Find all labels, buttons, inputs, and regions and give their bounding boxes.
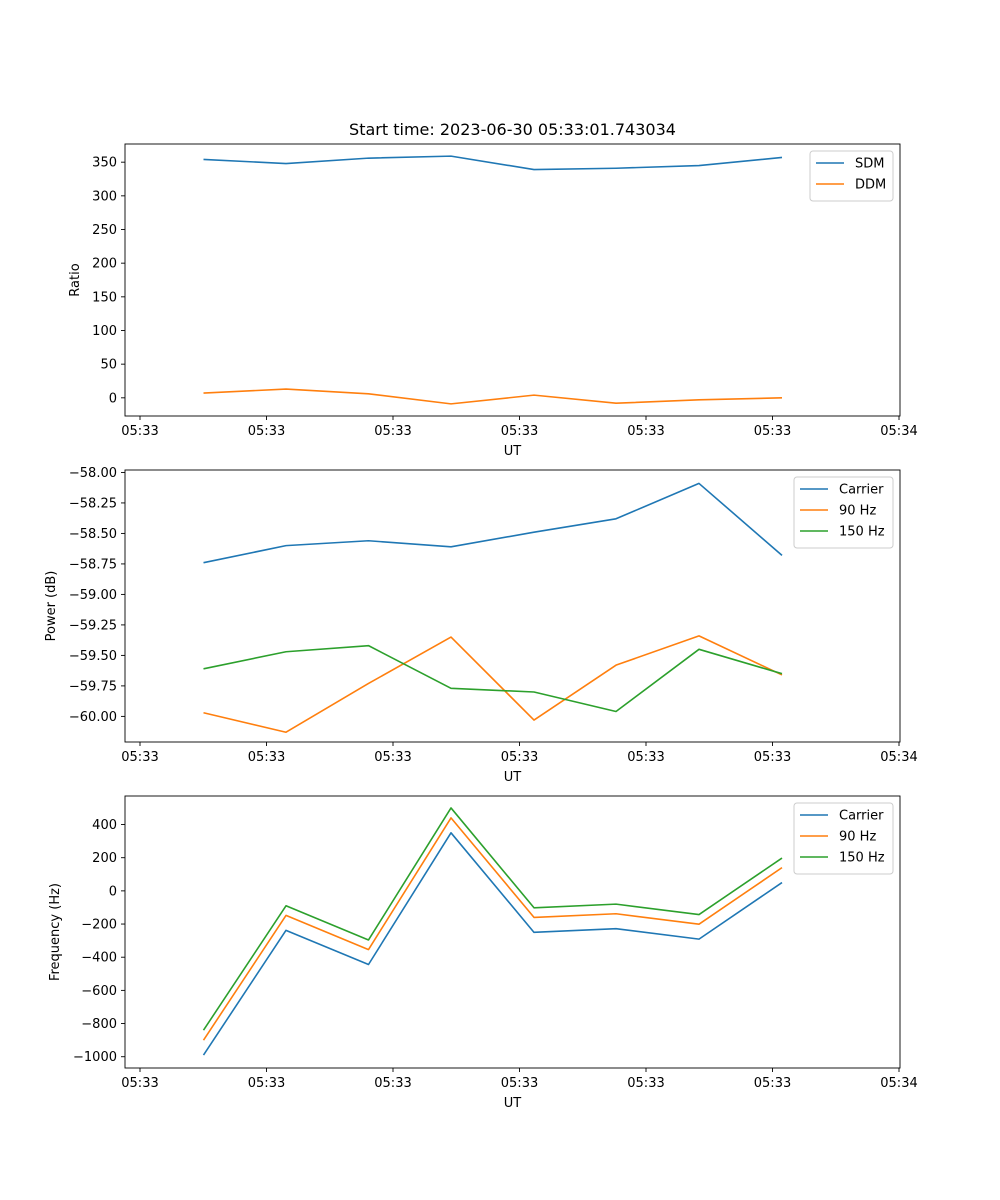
x-tick-label: 05:34 <box>880 1076 917 1091</box>
y-tick-label: 250 <box>92 223 117 238</box>
x-tick-label: 05:34 <box>880 424 917 439</box>
y-axis-label: Power (dB) <box>44 571 59 642</box>
y-tick-label: 0 <box>109 884 117 899</box>
legend-label: Carrier <box>839 809 884 824</box>
y-tick-label: −400 <box>81 951 117 966</box>
chart-title: Start time: 2023-06-30 05:33:01.743034 <box>349 120 676 139</box>
x-tick-label: 05:33 <box>121 424 158 439</box>
y-tick-label: 50 <box>100 358 117 373</box>
x-tick-label: 05:33 <box>248 1076 285 1091</box>
x-tick-label: 05:33 <box>121 1076 158 1091</box>
y-tick-label: −58.00 <box>69 466 117 481</box>
legend-label: Carrier <box>839 483 884 498</box>
x-tick-label: 05:33 <box>501 424 538 439</box>
legend-label: DDM <box>855 178 886 193</box>
y-tick-label: 150 <box>92 290 117 305</box>
y-tick-label: −58.75 <box>69 557 117 572</box>
y-tick-label: −60.00 <box>69 710 117 725</box>
y-tick-label: −59.00 <box>69 588 117 603</box>
y-tick-label: 100 <box>92 324 117 339</box>
x-tick-label: 05:33 <box>627 750 664 765</box>
panel-1: 05:33 05:33 05:33 05:33 05:33 05:33 05:34 UT 0 50… <box>68 120 918 459</box>
axes-frame <box>124 795 901 1069</box>
series-line-150-hz <box>202 807 783 1031</box>
y-tick-label: −58.50 <box>69 527 117 542</box>
x-tick-label: 05:33 <box>627 424 664 439</box>
y-tick-label: −600 <box>81 984 117 999</box>
x-axis-label: UT <box>504 1096 522 1111</box>
x-tick-label: 05:33 <box>374 1076 411 1091</box>
y-tick-label: −58.25 <box>69 496 117 511</box>
x-tick-label: 05:33 <box>501 1076 538 1091</box>
x-tick-label: 05:33 <box>754 750 791 765</box>
x-axis-label: UT <box>504 770 522 785</box>
y-tick-label: 400 <box>92 818 117 833</box>
x-tick-label: 05:33 <box>248 424 285 439</box>
y-tick-label: −200 <box>81 918 117 933</box>
series-line-carrier <box>202 832 783 1056</box>
panel-3: 05:33 05:33 05:33 05:33 05:33 05:33 05:34 UT −10… <box>48 795 918 1111</box>
series-line-90-hz <box>203 635 783 734</box>
x-tick-label: 05:33 <box>248 750 285 765</box>
x-tick-label: 05:33 <box>754 1076 791 1091</box>
series-line-90-hz <box>202 817 783 1041</box>
series-line-carrier <box>203 482 783 564</box>
legend-label: 90 Hz <box>839 504 876 519</box>
legend-label: 150 Hz <box>839 851 885 866</box>
y-tick-label: −1000 <box>73 1050 117 1065</box>
y-tick-label: −800 <box>81 1017 117 1032</box>
series-line-ddm <box>203 388 783 405</box>
y-tick-label: 300 <box>92 189 117 204</box>
x-tick-label: 05:33 <box>121 750 158 765</box>
y-axis-label: Ratio <box>68 263 83 296</box>
axes-frame <box>124 143 901 417</box>
axes-frame <box>124 469 901 743</box>
x-tick-label: 05:34 <box>880 750 917 765</box>
y-tick-label: 0 <box>109 391 117 406</box>
y-tick-label: 200 <box>92 257 117 272</box>
y-axis-label: Frequency (Hz) <box>48 883 63 981</box>
series-line-sdm <box>203 155 783 171</box>
series-line-150-hz <box>203 644 783 713</box>
legend-label: 90 Hz <box>839 830 876 845</box>
legend-label: 150 Hz <box>839 525 885 540</box>
x-tick-label: 05:33 <box>374 750 411 765</box>
x-tick-label: 05:33 <box>374 424 411 439</box>
x-tick-label: 05:33 <box>627 1076 664 1091</box>
y-tick-label: 200 <box>92 851 117 866</box>
legend-label: SDM <box>855 157 884 172</box>
x-axis-label: UT <box>504 444 522 459</box>
y-tick-label: −59.25 <box>69 618 117 633</box>
panel-2: 05:33 05:33 05:33 05:33 05:33 05:33 05:34 UT −60… <box>44 466 918 785</box>
x-tick-label: 05:33 <box>501 750 538 765</box>
x-tick-label: 05:33 <box>754 424 791 439</box>
y-tick-label: −59.50 <box>69 649 117 664</box>
y-tick-label: 350 <box>92 156 117 171</box>
y-tick-label: −59.75 <box>69 679 117 694</box>
